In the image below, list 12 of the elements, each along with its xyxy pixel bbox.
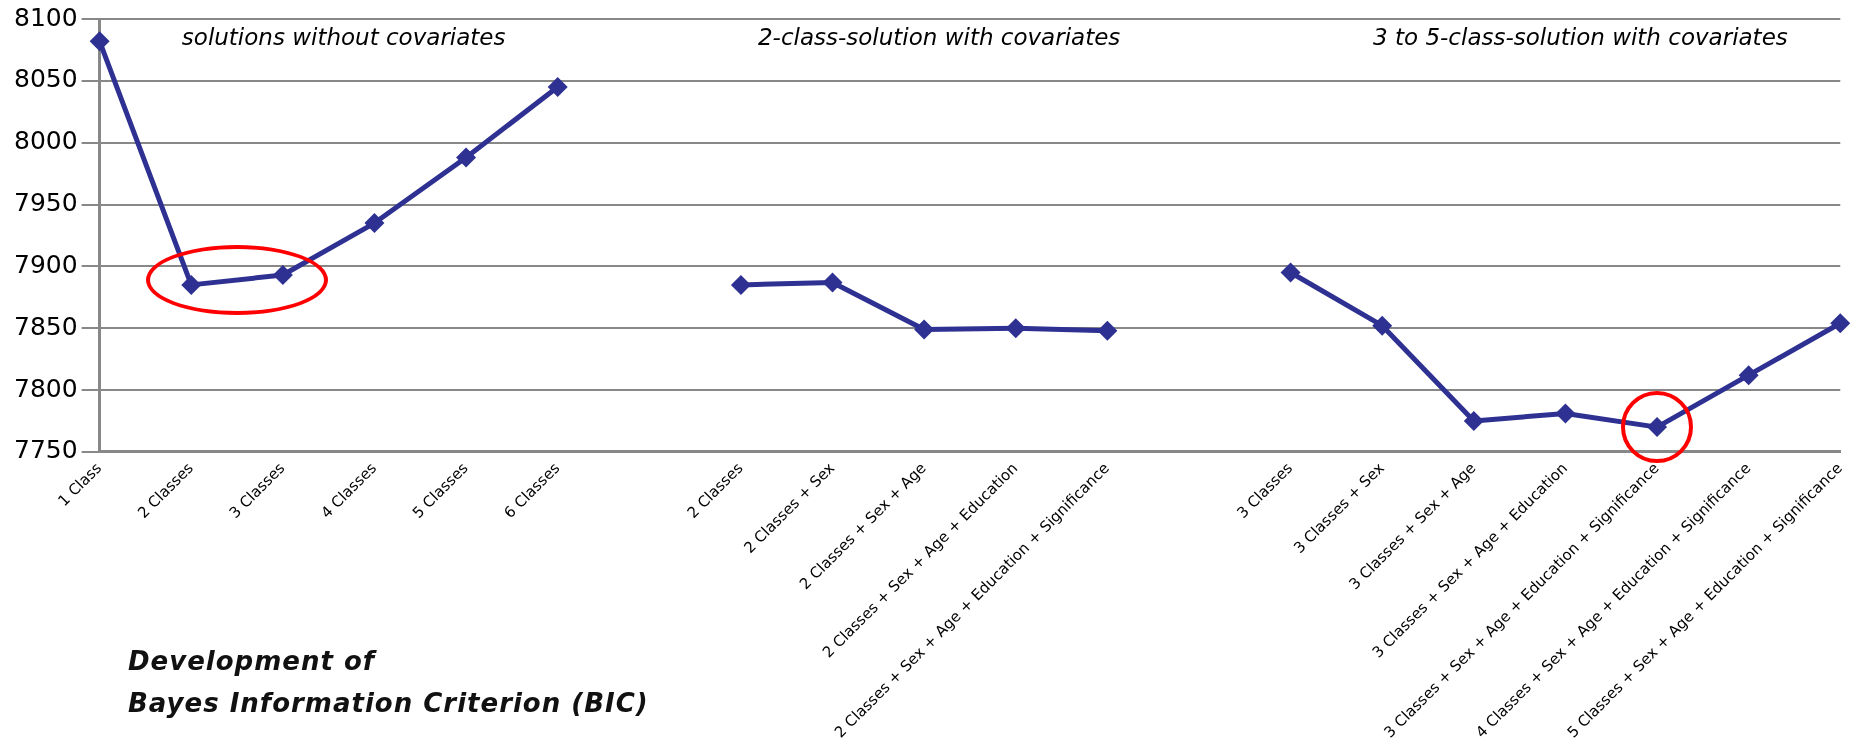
y-tick-label: 7950: [14, 188, 78, 217]
y-tick-label: 8050: [14, 64, 78, 94]
y-tick-label: 7800: [14, 373, 78, 403]
annotation: 3 to 5-class-solution with covariates: [1373, 23, 1788, 50]
annotation: 2-class-solution with covariates: [757, 23, 1121, 50]
y-tick-label: 8100: [14, 2, 78, 32]
annotation: solutions without covariates: [181, 23, 506, 50]
text: Development of Bayes Information Criterion (BIC): [128, 645, 649, 720]
y-tick-label: 7750: [14, 435, 78, 465]
y-tick-label: 7900: [14, 249, 78, 279]
y-tick-label: 8000: [14, 126, 78, 156]
y-tick-label: 7850: [14, 311, 78, 341]
